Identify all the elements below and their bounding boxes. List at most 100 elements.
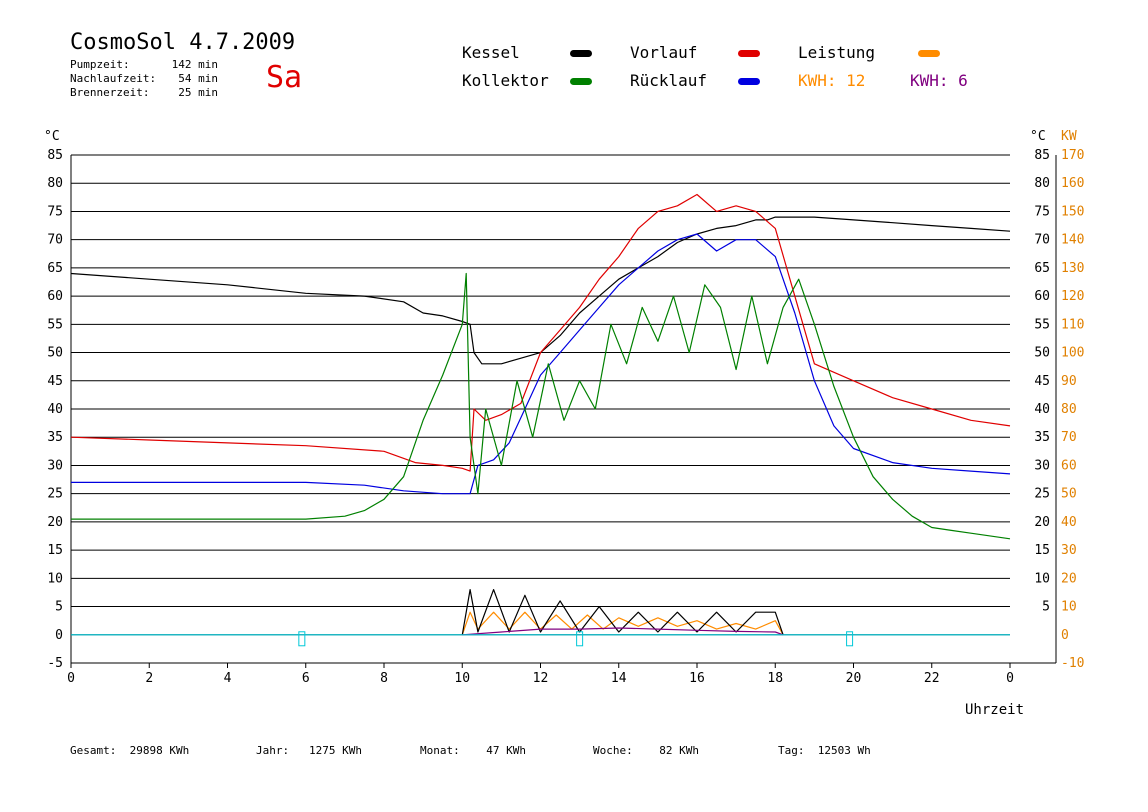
kw-tick-label: 50 [1061, 487, 1077, 502]
y-tick-label-right: 50 [1034, 346, 1050, 361]
x-tick-label: 0 [1006, 671, 1014, 686]
kw-tick-label: 150 [1061, 204, 1084, 219]
y-tick-label-right: 15 [1034, 543, 1050, 558]
kw-tick-label: 20 [1061, 571, 1077, 586]
x-tick-label: 18 [767, 671, 783, 686]
legend-ruecklauf-swatch [738, 78, 760, 85]
y-tick-label-right: 5 [1042, 600, 1050, 615]
y-tick-label-left: 0 [55, 628, 63, 643]
series-line-kollektor [71, 272, 1011, 540]
y-tick-label-right: 30 [1034, 458, 1050, 473]
kw-tick-label: 140 [1061, 233, 1084, 248]
legend-vorlauf-label: Vorlauf [630, 43, 698, 62]
y-tick-label-left: 60 [47, 289, 63, 304]
stat-brennerzeit: Brennerzeit: 25 min [70, 86, 218, 99]
y-tick-label-left: 20 [47, 515, 63, 530]
footer-value: 82 KWh [659, 744, 699, 757]
x-tick-label: 0 [67, 671, 75, 686]
x-tick-label: 16 [689, 671, 705, 686]
legend-kollektor-swatch [570, 78, 592, 85]
y-tick-label-right: 65 [1034, 261, 1050, 276]
stat-label: Brennerzeit: [70, 86, 150, 99]
series-line-kessel [70, 216, 1011, 365]
axes [70, 155, 1057, 664]
legend-vorlauf-swatch [738, 50, 760, 57]
series-line-kessel-leistung [461, 588, 784, 635]
y-tick-label-right: 25 [1034, 487, 1050, 502]
kw-tick-label: 120 [1061, 289, 1084, 304]
y-tick-label-left: 85 [47, 148, 63, 163]
y-tick-label-left: 75 [47, 204, 63, 219]
y-tick-label-left: -5 [47, 656, 63, 671]
series-lines [70, 193, 1011, 647]
y-tick-label-right: 35 [1034, 430, 1050, 445]
stat-label: Nachlaufzeit: [70, 72, 157, 85]
stat-nachlaufzeit: Nachlaufzeit: 54 min [70, 72, 218, 85]
pump-marker [846, 631, 854, 647]
y-tick-label-left: 10 [47, 571, 63, 586]
kw-tick-label: 60 [1061, 458, 1077, 473]
kw-tick-label: 0 [1061, 628, 1069, 643]
legend-kollektor-label: Kollektor [462, 71, 549, 90]
x-tick-label: 4 [224, 671, 232, 686]
y-tick-label-left: 70 [47, 233, 63, 248]
stat-value: 25 min [178, 86, 218, 99]
legend-kessel-swatch [570, 50, 592, 57]
x-tick-label: 14 [611, 671, 627, 686]
footer-label: Monat: [420, 744, 460, 757]
series-line-kwh2 [462, 627, 784, 636]
pump-marker [576, 631, 584, 647]
kw-tick-label: 110 [1061, 317, 1084, 332]
footer-label: Jahr: [256, 744, 290, 757]
stat-pumpzeit: Pumpzeit: 142 min [70, 58, 218, 71]
y-axis-label-right: °C [1030, 129, 1046, 144]
y-tick-label-right: 45 [1034, 374, 1050, 389]
x-tick-label: 6 [302, 671, 310, 686]
footer-label: Woche: [593, 744, 633, 757]
x-tick-label: 8 [380, 671, 388, 686]
y-tick-label-right: 85 [1034, 148, 1050, 163]
chart-title: CosmoSol 4.7.2009 [70, 30, 296, 55]
footer-label: Tag: [778, 744, 805, 757]
x-tick-label: 10 [454, 671, 470, 686]
weekday-label: Sa [266, 60, 303, 95]
y-tick-label-left: 40 [47, 402, 63, 417]
y-tick-label-right: 40 [1034, 402, 1050, 417]
y-tick-label-left: 80 [47, 176, 63, 191]
legend-kessel-label: Kessel [462, 43, 520, 62]
y-tick-label-right: 80 [1034, 176, 1050, 191]
kw-axis-label: KW [1061, 129, 1077, 144]
kw-tick-label: 70 [1061, 430, 1077, 445]
pump-marker [298, 631, 306, 647]
y-tick-label-left: 35 [47, 430, 63, 445]
footer-gesamt: Gesamt: 29898 KWh [70, 744, 189, 757]
stat-value: 142 min [171, 58, 218, 71]
grid-lines [71, 154, 1010, 664]
y-tick-label-left: 50 [47, 346, 63, 361]
y-tick-label-left: 65 [47, 261, 63, 276]
footer-jahr: Jahr: 1275 KWh [256, 744, 362, 757]
tick-labels: 8580757065605550454035302520151050-58580… [47, 148, 1084, 686]
y-tick-label-left: 30 [47, 458, 63, 473]
y-tick-label-left: 5 [55, 600, 63, 615]
footer-tag: Tag: 12503 Wh [778, 744, 871, 757]
legend-ruecklauf-label: Rücklauf [630, 71, 708, 90]
x-tick-label: 22 [924, 671, 940, 686]
x-tick-label: 2 [145, 671, 153, 686]
y-tick-label-right: 60 [1034, 289, 1050, 304]
stat-label: Pumpzeit: [70, 58, 130, 71]
series-line-vorlauf [70, 193, 1011, 472]
legend-leistung-swatch [918, 50, 940, 57]
footer-woche: Woche: 82 KWh [593, 744, 699, 757]
kw-tick-label: 80 [1061, 402, 1077, 417]
footer-label: Gesamt: [70, 744, 117, 757]
kw-tick-label: 100 [1061, 346, 1084, 361]
footer-value: 29898 KWh [129, 744, 190, 757]
x-tick-label: 12 [533, 671, 549, 686]
y-tick-label-left: 25 [47, 487, 63, 502]
kw-tick-label: 40 [1061, 515, 1077, 530]
kw-tick-label: 170 [1061, 148, 1084, 163]
kw-tick-label: 130 [1061, 261, 1084, 276]
y-axis-label-left: °C [44, 129, 60, 144]
